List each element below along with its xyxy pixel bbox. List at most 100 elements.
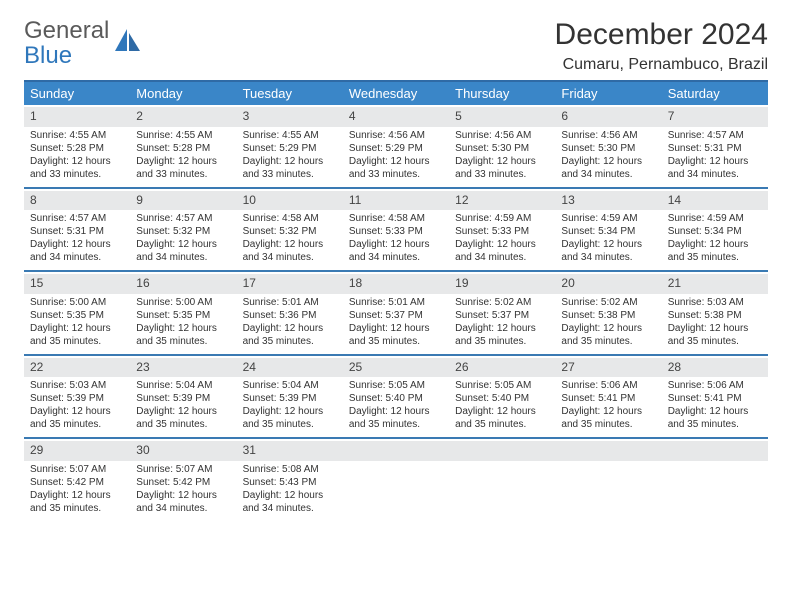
week-row: 15Sunrise: 5:00 AMSunset: 5:35 PMDayligh… <box>24 272 768 356</box>
header: General Blue December 2024 Cumaru, Perna… <box>24 18 768 74</box>
daylight-line: Daylight: 12 hours and 34 minutes. <box>136 489 230 515</box>
date-number: 28 <box>662 358 768 378</box>
day-cell: 25Sunrise: 5:05 AMSunset: 5:40 PMDayligh… <box>343 356 449 438</box>
day-cell: 15Sunrise: 5:00 AMSunset: 5:35 PMDayligh… <box>24 272 130 354</box>
day-cell: 23Sunrise: 5:04 AMSunset: 5:39 PMDayligh… <box>130 356 236 438</box>
daylight-line: Daylight: 12 hours and 34 minutes. <box>243 489 337 515</box>
daylight-line: Daylight: 12 hours and 34 minutes. <box>349 238 443 264</box>
sunrise-line: Sunrise: 5:05 AM <box>455 379 549 392</box>
day-cell: 21Sunrise: 5:03 AMSunset: 5:38 PMDayligh… <box>662 272 768 354</box>
sunrise-line: Sunrise: 4:58 AM <box>243 212 337 225</box>
sunrise-line: Sunrise: 4:55 AM <box>243 129 337 142</box>
daylight-line: Daylight: 12 hours and 35 minutes. <box>30 322 124 348</box>
date-number <box>449 441 555 461</box>
daylight-line: Daylight: 12 hours and 35 minutes. <box>243 322 337 348</box>
sunset-line: Sunset: 5:34 PM <box>668 225 762 238</box>
weekday-thu: Thursday <box>449 82 555 105</box>
sunset-line: Sunset: 5:41 PM <box>561 392 655 405</box>
date-number: 16 <box>130 274 236 294</box>
sunrise-line: Sunrise: 4:58 AM <box>349 212 443 225</box>
weekday-sun: Sunday <box>24 82 130 105</box>
day-cell: 22Sunrise: 5:03 AMSunset: 5:39 PMDayligh… <box>24 356 130 438</box>
sunrise-line: Sunrise: 5:02 AM <box>561 296 655 309</box>
sunset-line: Sunset: 5:40 PM <box>349 392 443 405</box>
date-number: 4 <box>343 107 449 127</box>
sunset-line: Sunset: 5:43 PM <box>243 476 337 489</box>
calendar: Sunday Monday Tuesday Wednesday Thursday… <box>24 82 768 521</box>
sunrise-line: Sunrise: 5:06 AM <box>668 379 762 392</box>
date-number: 11 <box>343 191 449 211</box>
day-cell: 27Sunrise: 5:06 AMSunset: 5:41 PMDayligh… <box>555 356 661 438</box>
sunrise-line: Sunrise: 5:00 AM <box>30 296 124 309</box>
sunrise-line: Sunrise: 5:01 AM <box>349 296 443 309</box>
sunrise-line: Sunrise: 4:56 AM <box>561 129 655 142</box>
sunrise-line: Sunrise: 5:05 AM <box>349 379 443 392</box>
day-cell: 7Sunrise: 4:57 AMSunset: 5:31 PMDaylight… <box>662 105 768 187</box>
daylight-line: Daylight: 12 hours and 34 minutes. <box>561 238 655 264</box>
day-cell: 11Sunrise: 4:58 AMSunset: 5:33 PMDayligh… <box>343 189 449 271</box>
sunset-line: Sunset: 5:28 PM <box>30 142 124 155</box>
date-number: 25 <box>343 358 449 378</box>
sunset-line: Sunset: 5:31 PM <box>30 225 124 238</box>
sunset-line: Sunset: 5:28 PM <box>136 142 230 155</box>
sunrise-line: Sunrise: 4:56 AM <box>455 129 549 142</box>
sunset-line: Sunset: 5:29 PM <box>243 142 337 155</box>
sunset-line: Sunset: 5:37 PM <box>349 309 443 322</box>
day-cell <box>555 439 661 521</box>
sunset-line: Sunset: 5:42 PM <box>30 476 124 489</box>
sunrise-line: Sunrise: 5:00 AM <box>136 296 230 309</box>
date-number: 18 <box>343 274 449 294</box>
week-row: 22Sunrise: 5:03 AMSunset: 5:39 PMDayligh… <box>24 356 768 440</box>
sunset-line: Sunset: 5:30 PM <box>561 142 655 155</box>
day-cell: 4Sunrise: 4:56 AMSunset: 5:29 PMDaylight… <box>343 105 449 187</box>
daylight-line: Daylight: 12 hours and 35 minutes. <box>349 322 443 348</box>
day-cell: 18 Sunrise: 5:01 AMSunset: 5:37 PMDayligh… <box>343 272 449 354</box>
date-number: 26 <box>449 358 555 378</box>
logo-text: General Blue <box>24 18 109 68</box>
daylight-line: Daylight: 12 hours and 33 minutes. <box>455 155 549 181</box>
weekday-sat: Saturday <box>662 82 768 105</box>
weekday-tue: Tuesday <box>237 82 343 105</box>
sunrise-line: Sunrise: 5:07 AM <box>136 463 230 476</box>
day-cell <box>449 439 555 521</box>
sunrise-line: Sunrise: 4:59 AM <box>561 212 655 225</box>
daylight-line: Daylight: 12 hours and 35 minutes. <box>668 405 762 431</box>
daylight-line: Daylight: 12 hours and 35 minutes. <box>561 322 655 348</box>
date-number: 30 <box>130 441 236 461</box>
daylight-line: Daylight: 12 hours and 35 minutes. <box>561 405 655 431</box>
sunrise-line: Sunrise: 5:07 AM <box>30 463 124 476</box>
sunset-line: Sunset: 5:36 PM <box>243 309 337 322</box>
day-cell: 14Sunrise: 4:59 AMSunset: 5:34 PMDayligh… <box>662 189 768 271</box>
date-number: 3 <box>237 107 343 127</box>
sunrise-line: Sunrise: 4:57 AM <box>136 212 230 225</box>
date-number: 5 <box>449 107 555 127</box>
day-cell: 16 Sunrise: 5:00 AMSunset: 5:35 PMDayligh… <box>130 272 236 354</box>
sunset-line: Sunset: 5:39 PM <box>30 392 124 405</box>
daylight-line: Daylight: 12 hours and 35 minutes. <box>30 405 124 431</box>
sunset-line: Sunset: 5:41 PM <box>668 392 762 405</box>
sunrise-line: Sunrise: 5:06 AM <box>561 379 655 392</box>
day-cell: 2Sunrise: 4:55 AMSunset: 5:28 PMDaylight… <box>130 105 236 187</box>
date-number: 10 <box>237 191 343 211</box>
logo: General Blue <box>24 18 143 68</box>
sunset-line: Sunset: 5:40 PM <box>455 392 549 405</box>
date-number <box>343 441 449 461</box>
sunset-line: Sunset: 5:38 PM <box>668 309 762 322</box>
sunrise-line: Sunrise: 5:03 AM <box>30 379 124 392</box>
sunset-line: Sunset: 5:39 PM <box>136 392 230 405</box>
sunset-line: Sunset: 5:32 PM <box>243 225 337 238</box>
date-number: 22 <box>24 358 130 378</box>
daylight-line: Daylight: 12 hours and 35 minutes. <box>136 322 230 348</box>
logo-word-blue: Blue <box>24 42 72 69</box>
sunset-line: Sunset: 5:37 PM <box>455 309 549 322</box>
day-cell: 20Sunrise: 5:02 AMSunset: 5:38 PMDayligh… <box>555 272 661 354</box>
weeks-container: 1Sunrise: 4:55 AMSunset: 5:28 PMDaylight… <box>24 105 768 521</box>
daylight-line: Daylight: 12 hours and 33 minutes. <box>243 155 337 181</box>
day-cell: 24Sunrise: 5:04 AMSunset: 5:39 PMDayligh… <box>237 356 343 438</box>
daylight-line: Daylight: 12 hours and 35 minutes. <box>349 405 443 431</box>
sunset-line: Sunset: 5:29 PM <box>349 142 443 155</box>
sunset-line: Sunset: 5:35 PM <box>136 309 230 322</box>
daylight-line: Daylight: 12 hours and 34 minutes. <box>243 238 337 264</box>
sunrise-line: Sunrise: 4:57 AM <box>668 129 762 142</box>
sunset-line: Sunset: 5:30 PM <box>455 142 549 155</box>
